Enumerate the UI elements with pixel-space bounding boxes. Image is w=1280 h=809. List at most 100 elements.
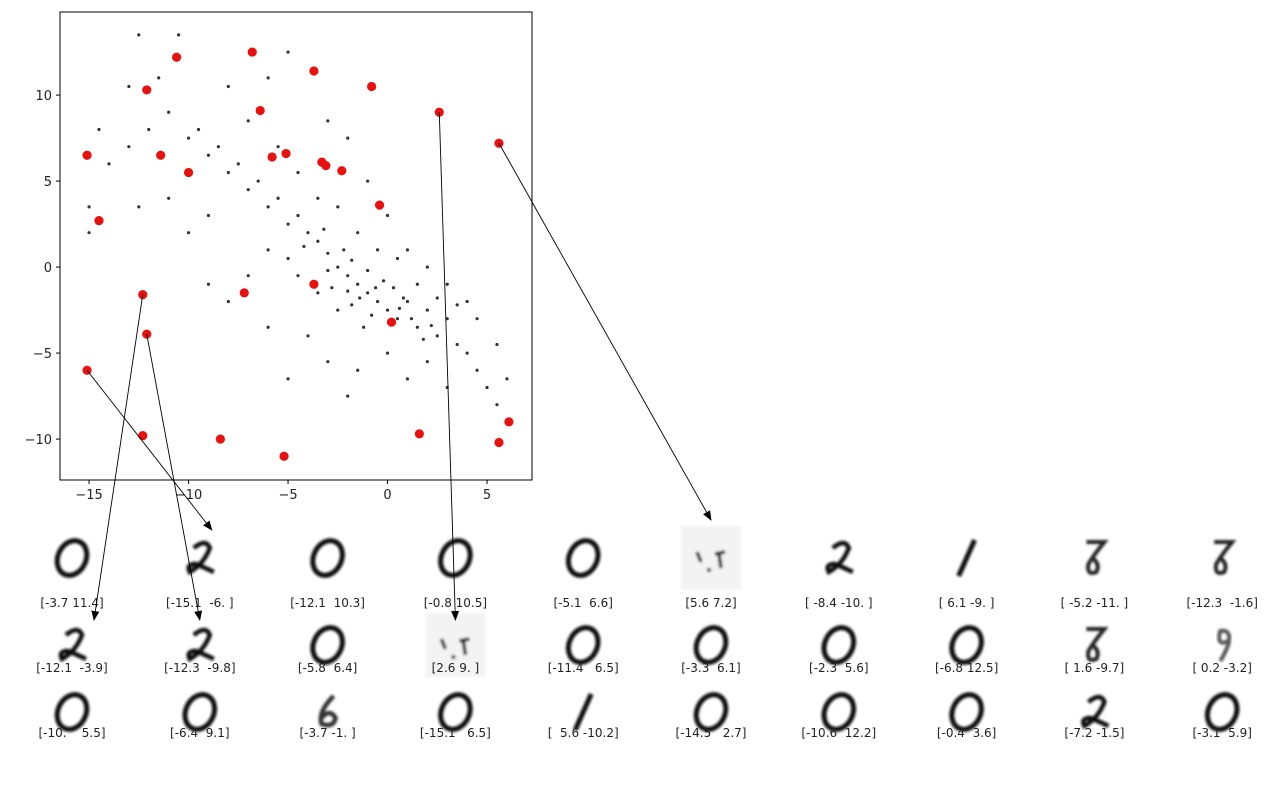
latent-point bbox=[286, 256, 290, 261]
latent-point bbox=[415, 282, 419, 286]
digit-stroke bbox=[693, 625, 729, 665]
tile-label: [-12.1 -3.9] bbox=[36, 661, 107, 675]
latent-point bbox=[391, 286, 396, 290]
sample-point bbox=[386, 317, 397, 327]
digit-image bbox=[1213, 540, 1237, 575]
latent-point bbox=[405, 299, 410, 304]
arrow bbox=[86, 369, 213, 531]
latent-point bbox=[186, 231, 191, 235]
digit-image bbox=[949, 625, 984, 665]
latent-point bbox=[246, 188, 250, 192]
tile-label: [-0.8 10.5] bbox=[424, 596, 487, 610]
digit-stroke bbox=[310, 625, 345, 665]
latent-point bbox=[326, 119, 330, 123]
latent-point bbox=[226, 299, 230, 304]
latent-point bbox=[409, 317, 414, 321]
latent-point bbox=[495, 403, 499, 407]
digit-image bbox=[821, 692, 857, 732]
latent-point bbox=[366, 291, 370, 295]
latent-point bbox=[465, 299, 469, 304]
latent-point bbox=[302, 244, 306, 249]
latent-point bbox=[485, 385, 489, 390]
digit-stroke bbox=[182, 692, 218, 732]
latent-point bbox=[425, 308, 429, 312]
digit-stroke bbox=[949, 692, 984, 732]
digit-stroke bbox=[54, 538, 90, 578]
latent-point bbox=[226, 84, 230, 89]
digit-stroke bbox=[565, 538, 601, 578]
latent-point bbox=[97, 127, 101, 132]
latent-point bbox=[385, 213, 390, 218]
latent-point bbox=[316, 291, 320, 295]
latent-point bbox=[385, 308, 390, 312]
tile-label: [ 6.1 -9. ] bbox=[939, 596, 995, 610]
x-tick-label: −15 bbox=[75, 488, 102, 503]
tile-label: [ -5.2 -11. ] bbox=[1061, 596, 1129, 610]
latent-point bbox=[246, 274, 250, 278]
tile-label: [-14.5 2.7] bbox=[676, 726, 747, 740]
digit-image bbox=[182, 692, 218, 732]
arrow bbox=[146, 334, 203, 621]
latent-point bbox=[505, 377, 509, 381]
digit-image bbox=[1086, 540, 1109, 575]
latent-point bbox=[137, 205, 141, 209]
digit-stroke bbox=[821, 692, 857, 732]
latent-point bbox=[326, 251, 330, 255]
sample-point bbox=[94, 216, 104, 226]
sample-point bbox=[255, 105, 265, 116]
digit-stroke bbox=[54, 692, 90, 732]
latent-point bbox=[216, 145, 220, 149]
digit-image bbox=[565, 538, 601, 578]
y-tick-label: 10 bbox=[35, 89, 52, 104]
digit-image bbox=[310, 538, 345, 578]
latent-point bbox=[206, 282, 211, 286]
digit-image bbox=[58, 627, 88, 663]
latent-point bbox=[296, 274, 300, 278]
latent-point bbox=[336, 308, 340, 312]
sample-point bbox=[138, 431, 148, 441]
sample-point bbox=[279, 451, 289, 461]
digit-stroke bbox=[1213, 540, 1237, 575]
sample-point bbox=[321, 160, 331, 171]
latent-point bbox=[421, 337, 425, 341]
latent-point bbox=[226, 170, 230, 175]
noise-tile bbox=[681, 526, 741, 590]
tile-label: [-5.8 6.4] bbox=[298, 661, 358, 675]
latent-point bbox=[107, 162, 111, 166]
latent-point bbox=[167, 110, 171, 114]
digit-stroke bbox=[1086, 627, 1109, 662]
digit-stroke bbox=[1081, 694, 1110, 730]
latent-point bbox=[346, 136, 350, 140]
latent-point bbox=[147, 127, 151, 132]
tile-label: [-6.4 9.1] bbox=[170, 726, 230, 740]
digit-stroke bbox=[310, 538, 345, 578]
arrow bbox=[91, 294, 144, 621]
digit-stroke bbox=[949, 625, 984, 665]
digit-image bbox=[681, 526, 741, 590]
latent-point bbox=[316, 196, 320, 200]
digit-image bbox=[693, 625, 729, 665]
latent-point bbox=[266, 205, 270, 209]
tile-label: [-12.3 -1.6] bbox=[1186, 596, 1257, 610]
digit-stroke bbox=[565, 625, 601, 665]
tile-label: [ 0.2 -3.2] bbox=[1192, 661, 1252, 675]
arrow bbox=[498, 143, 712, 521]
digit-image bbox=[54, 538, 90, 578]
sample-point bbox=[309, 66, 319, 76]
sample-point bbox=[414, 429, 424, 439]
latent-point bbox=[286, 50, 290, 54]
latent-point bbox=[342, 248, 346, 252]
latent-point bbox=[236, 162, 240, 166]
latent-point bbox=[326, 360, 330, 364]
digit-image bbox=[1081, 694, 1110, 730]
latent-point bbox=[87, 231, 91, 235]
tile-label: [-2.3 5.6] bbox=[809, 661, 869, 675]
sample-point bbox=[374, 200, 385, 210]
latent-point bbox=[306, 334, 310, 338]
arrow bbox=[438, 112, 460, 621]
latent-point bbox=[455, 342, 459, 347]
tile-label: [-12.1 10.3] bbox=[290, 596, 365, 610]
latent-point bbox=[127, 145, 131, 149]
latent-point bbox=[316, 239, 320, 243]
latent-point bbox=[286, 377, 290, 381]
